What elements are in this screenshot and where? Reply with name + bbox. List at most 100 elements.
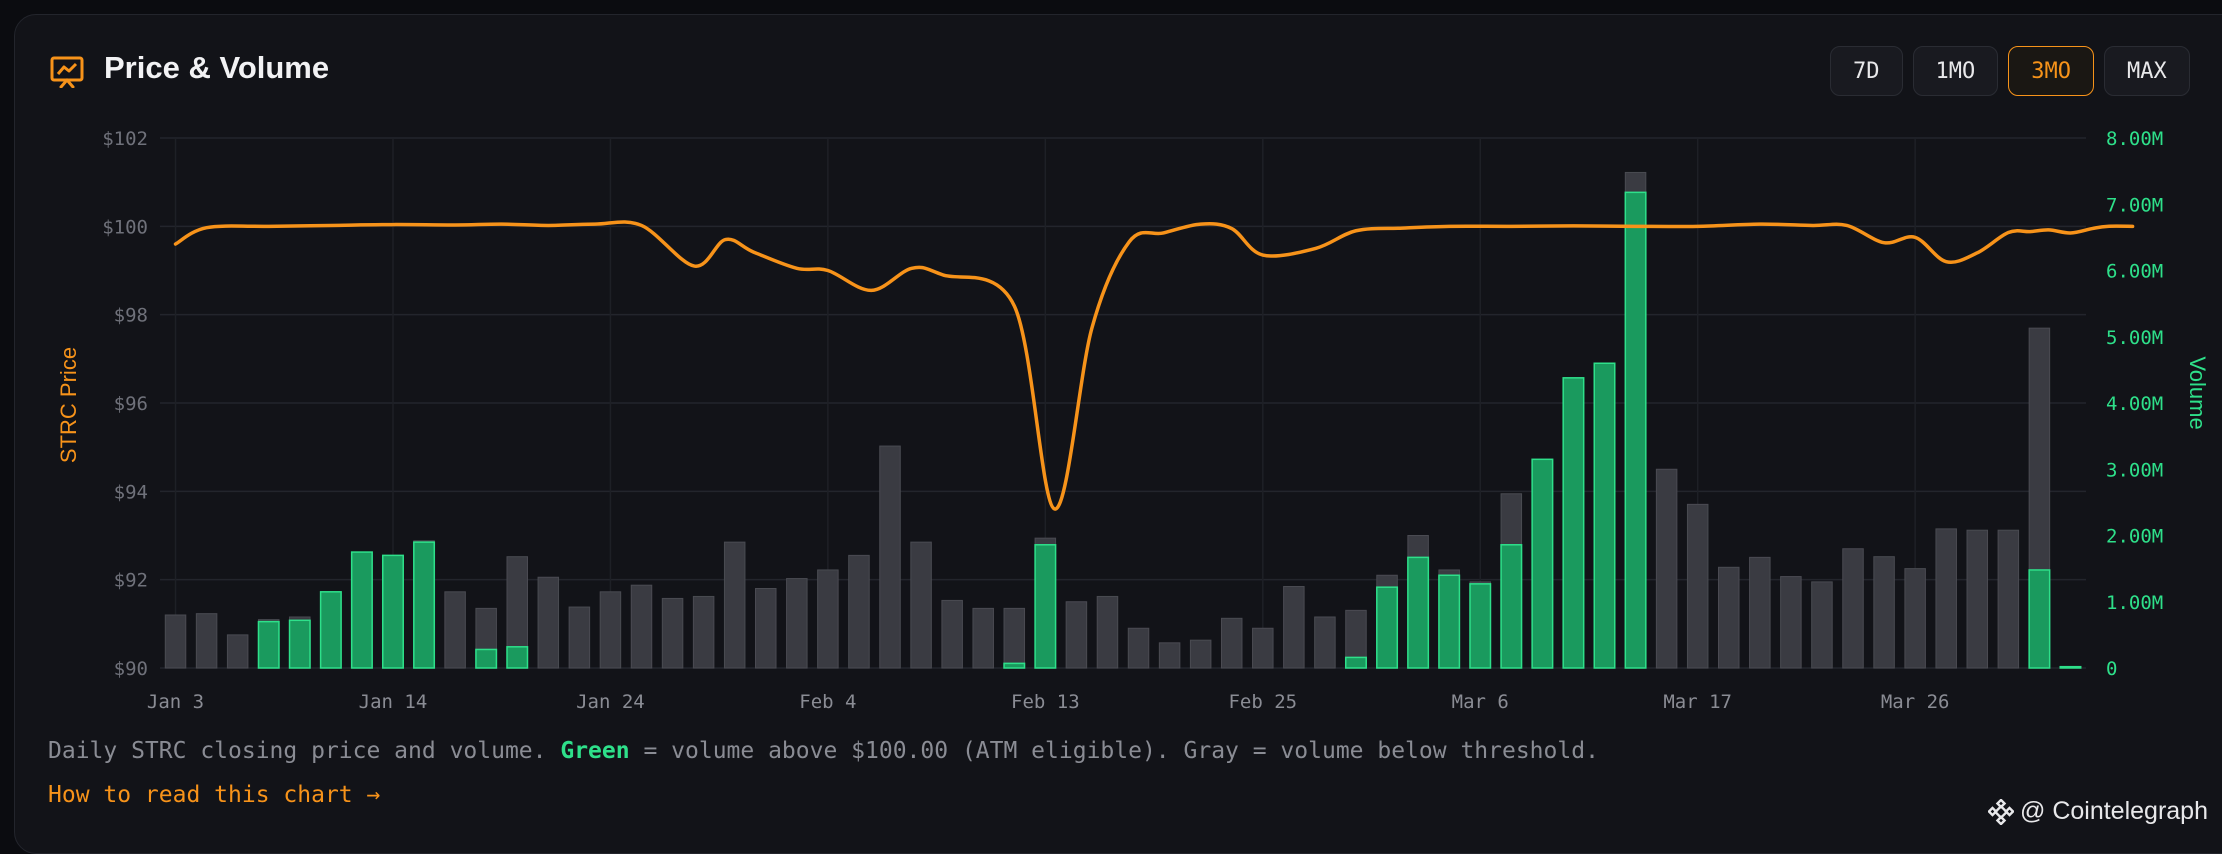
volume-bar-green	[1407, 556, 1430, 669]
volume-bar-gray	[723, 541, 746, 669]
volume-bar-gray	[972, 607, 994, 669]
volume-bar-gray	[1997, 529, 2020, 669]
y-left-tick-label: $96	[114, 393, 148, 415]
volume-bar-gray	[1096, 595, 1119, 669]
volume-bar-green	[257, 620, 280, 669]
y-left-tick-label: $98	[114, 305, 148, 327]
volume-bar-gray	[1780, 576, 1802, 669]
volume-bar-green	[506, 646, 529, 669]
volume-bar-gray	[444, 591, 466, 669]
volume-bar-gray	[226, 634, 249, 669]
volume-bar-gray	[879, 445, 901, 669]
range-button-7d[interactable]: 7D	[1830, 46, 1903, 96]
volume-bar-gray	[1283, 586, 1305, 669]
chart-caption: Daily STRC closing price and volume. Gre…	[48, 738, 1599, 764]
volume-bar-gray	[1749, 556, 1771, 669]
range-button-max[interactable]: MAX	[2104, 46, 2190, 96]
volume-bar-green	[1531, 458, 1554, 669]
volume-bar-green	[1469, 583, 1492, 669]
volume-bar-gray	[1842, 548, 1864, 669]
x-tick-label: Mar 26	[1881, 691, 1950, 713]
volume-bar-green	[2028, 569, 2051, 669]
how-to-read-link[interactable]: How to read this chart →	[48, 782, 381, 808]
volume-bar-green	[1376, 586, 1399, 669]
x-tick-label: Feb 4	[799, 691, 856, 713]
volume-bar-gray	[1065, 601, 1088, 669]
volume-bar-gray	[755, 588, 777, 669]
volume-bar-green	[381, 554, 404, 669]
volume-bar-gray	[1966, 529, 1989, 669]
y-right-tick-label: 5.00M	[2106, 327, 2163, 349]
volume-bar-gray	[164, 614, 187, 669]
y-left-axis-label: STRC Price	[56, 347, 81, 463]
volume-bar-gray	[910, 541, 932, 669]
y-right-tick-label: 3.00M	[2106, 459, 2163, 481]
x-tick-label: Mar 6	[1452, 691, 1509, 713]
volume-bar-green	[1593, 362, 1616, 669]
y-right-tick-label: 8.00M	[2106, 128, 2163, 150]
volume-bar-gray	[1252, 627, 1274, 669]
watermark-text: @ Cointelegraph	[2020, 797, 2208, 825]
caption-suffix: = volume above $100.00 (ATM eligible). G…	[629, 738, 1599, 764]
y-right-axis-label: Volume	[2185, 356, 2210, 429]
x-tick-label: Jan 14	[359, 691, 428, 713]
volume-bar-gray	[537, 576, 560, 669]
volume-bar-gray	[1935, 528, 1957, 669]
volume-bar-gray	[941, 599, 963, 669]
range-button-1mo[interactable]: 1MO	[1912, 46, 1999, 96]
volume-bar-green	[1562, 377, 1585, 669]
caption-prefix: Daily STRC closing price and volume.	[48, 738, 561, 764]
volume-bar-gray	[630, 584, 653, 669]
x-tick-label: Feb 25	[1228, 691, 1297, 713]
volume-bar-gray	[1127, 627, 1150, 669]
volume-bar-gray	[1003, 607, 1026, 669]
y-right-tick-label: 0	[2106, 658, 2117, 680]
volume-bar-gray	[1873, 556, 1895, 669]
y-right-tick-label: 7.00M	[2106, 194, 2163, 216]
volume-bar-green	[350, 551, 373, 669]
volume-bar-gray	[1904, 568, 1926, 669]
range-button-3mo[interactable]: 3MO	[2008, 46, 2094, 96]
volume-bar-gray	[1718, 566, 1740, 669]
watermark: @ Cointelegraph	[1988, 797, 2208, 826]
volume-bar-green	[1624, 191, 1647, 669]
page-title: Price & Volume	[104, 50, 330, 85]
volume-bar-gray	[692, 595, 715, 669]
volume-bar-green	[288, 619, 311, 669]
y-right-tick-label: 4.00M	[2106, 393, 2163, 415]
volume-bar-gray	[1189, 639, 1212, 669]
volume-bar-green	[1034, 544, 1057, 669]
chart-presentation-icon	[50, 56, 84, 88]
caption-green-word: Green	[560, 738, 630, 764]
volume-bar-gray	[848, 554, 870, 669]
x-tick-label: Mar 17	[1663, 691, 1732, 713]
y-left-tick-label: $100	[102, 216, 148, 238]
volume-bar-green	[475, 648, 498, 669]
volume-bar-gray	[661, 597, 684, 669]
range-selector: 7D 1MO 3MO MAX	[1830, 46, 2190, 96]
y-left-tick-label: $90	[114, 658, 148, 680]
y-right-tick-label: 1.00M	[2106, 592, 2163, 614]
volume-bar-gray	[817, 569, 839, 669]
y-left-tick-label: $102	[102, 128, 148, 150]
volume-bar-green	[1344, 656, 1367, 669]
volume-bar-green	[413, 541, 436, 669]
volume-bar-gray	[1686, 503, 1709, 669]
y-right-tick-label: 2.00M	[2106, 526, 2163, 548]
x-tick-label: Jan 24	[576, 691, 645, 713]
volume-bar-green	[319, 591, 342, 669]
volume-bar-green	[1438, 574, 1461, 669]
volume-bar-gray	[599, 591, 622, 669]
volume-bar-gray	[568, 606, 591, 669]
y-left-tick-label: $94	[114, 481, 148, 503]
volume-bar-gray	[1220, 617, 1243, 669]
volume-bar-green	[1500, 544, 1523, 669]
binance-logo-icon	[1988, 798, 2014, 825]
y-right-tick-label: 6.00M	[2106, 261, 2163, 283]
x-tick-label: Feb 13	[1011, 691, 1080, 713]
x-tick-label: Jan 3	[147, 691, 204, 713]
volume-bar-gray	[1314, 616, 1336, 669]
volume-bar-gray	[786, 578, 808, 669]
price-volume-card	[14, 14, 2222, 854]
